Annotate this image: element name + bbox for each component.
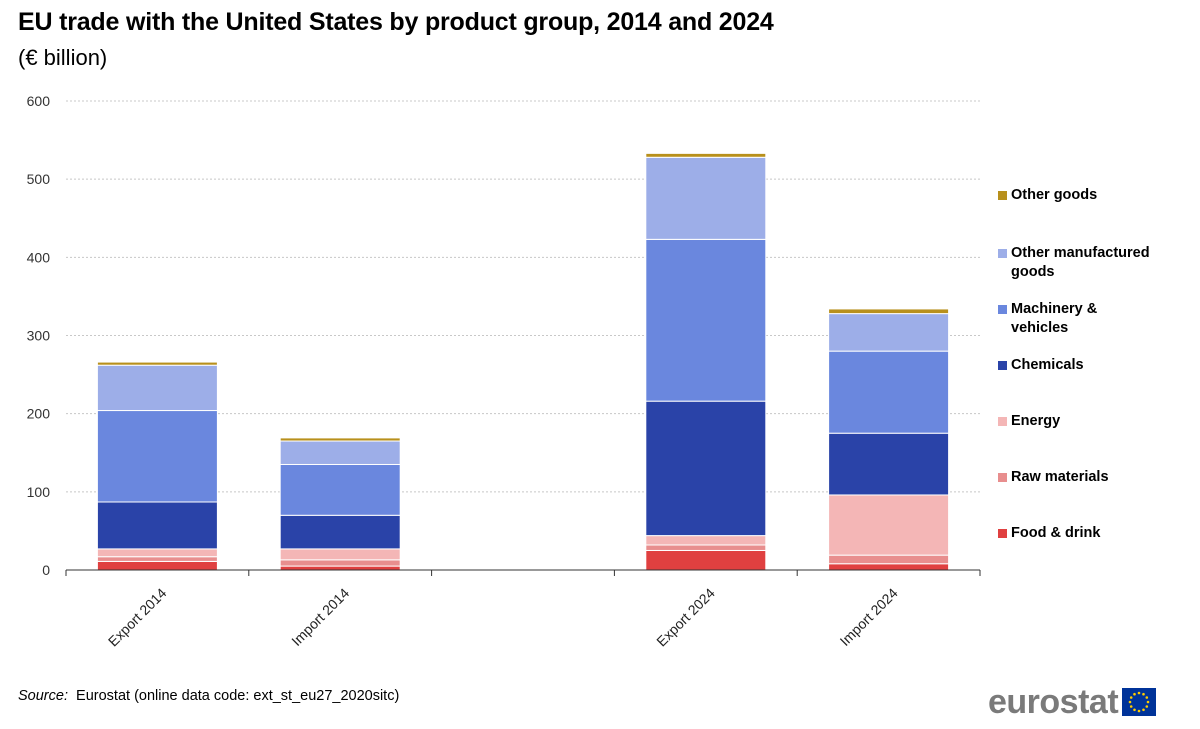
x-tick-label-export-2024: Export 2024 [653,585,718,650]
bar-import-2024-machinery-and-vehicles [828,350,950,434]
legend-label-machinery-vehicles: Machinery & vehicles [1011,301,1098,336]
eurostat-logo-text: eurostat [988,683,1119,721]
bar-import-2014-energy [279,548,401,561]
eu-flag-star [1130,696,1133,699]
legend-label-energy: Energy [1011,413,1061,429]
x-tick-label-export-2014: Export 2014 [105,585,170,650]
legend-label-other-manufactured-goods: Other manufactured goods [1011,245,1150,280]
legend-item-machinery-vehicles: Machinery & vehicles [998,300,1121,338]
legend-item-other-goods: Other goods [998,186,1191,205]
legend-swatch-food-drink [998,529,1007,538]
y-tick-label-0: 0 [42,562,50,578]
bar-import-2014-raw-materials [279,559,401,567]
bar-export-2014-energy [96,548,218,558]
bar-export-2014-raw-materials [96,556,218,562]
legend-item-chemicals: Chemicals [998,356,1191,375]
y-tick-label-300: 300 [27,328,51,344]
eu-flag-star [1133,708,1136,712]
bar-export-2024-chemicals [645,400,767,537]
y-tick-label-600: 600 [27,93,51,109]
bar-import-2024-other-goods [828,308,950,315]
bar-import-2014-other-goods [279,437,401,442]
bar-import-2024-energy [828,494,950,556]
legend-item-energy: Energy [998,412,1191,431]
eu-flag-star [1146,700,1150,704]
chart-subtitle: (€ billion) [18,45,108,70]
eu-flag-star [1128,700,1132,704]
x-tick-label-import-2014: Import 2014 [288,585,352,649]
legend-swatch-other-goods [998,191,1007,200]
legend-swatch-raw-materials [998,473,1007,482]
bar-export-2014-other-goods [96,361,218,366]
bar-import-2024-raw-materials [828,554,950,565]
chart-title: EU trade with the United States by produ… [18,8,774,36]
eurostat-logo: eurostat [988,683,1157,721]
bar-import-2014-machinery-and-vehicles [279,463,401,516]
legend-swatch-chemicals [998,361,1007,370]
legend-label-raw-materials: Raw materials [1011,469,1109,485]
eu-flag-star [1145,696,1149,699]
y-tick-label-200: 200 [27,406,51,422]
legend-label-food-drink: Food & drink [1011,525,1101,541]
bar-import-2024-chemicals [828,432,950,496]
eu-flag-star [1142,692,1145,696]
legend-label-chemicals: Chemicals [1011,357,1084,373]
bar-export-2024-other-goods [645,152,767,158]
bar-export-2024-food-and-drink [645,549,767,571]
eu-flag-star [1145,705,1149,708]
legend-swatch-other-manufactured-goods [998,249,1007,258]
legend-item-other-manufactured-goods: Other manufactured goods [998,244,1186,282]
bar-export-2024-raw-materials [645,544,767,551]
y-tick-label-100: 100 [27,484,51,500]
legend-item-raw-materials: Raw materials [998,468,1191,487]
y-tick-label-500: 500 [27,171,51,187]
bar-import-2024-other-manufactured-goods [828,313,950,352]
bar-export-2014-machinery-and-vehicles [96,410,218,503]
eu-flag-star [1137,691,1141,695]
eu-flag-star [1133,692,1136,696]
bar-export-2024-machinery-and-vehicles [645,238,767,402]
legend-swatch-energy [998,417,1007,426]
y-tick-label-400: 400 [27,249,51,265]
bar-export-2014-chemicals [96,501,218,550]
source-note: Source: Eurostat (online data code: ext_… [18,688,399,704]
legend-label-other-goods: Other goods [1011,187,1098,203]
x-tick-label-import-2024: Import 2024 [837,585,901,649]
bar-export-2024-other-manufactured-goods [645,156,767,240]
source-label: Source: [18,688,68,704]
bar-import-2014-chemicals [279,514,401,550]
bar-import-2014-food-and-drink [279,565,401,571]
bar-import-2014-other-manufactured-goods [279,440,401,465]
bar-export-2014-food-and-drink [96,560,218,571]
legend-swatch-machinery-vehicles [998,305,1007,314]
eu-flag-star [1137,709,1141,713]
eu-flag-star [1130,705,1133,708]
eu-flag-star [1142,708,1145,712]
legend-item-food-drink: Food & drink [998,524,1191,543]
eu-flag-icon [1122,688,1157,716]
bar-export-2014-other-manufactured-goods [96,364,218,412]
bar-import-2024-food-and-drink [828,563,950,571]
bar-export-2024-energy [645,535,767,546]
source-text: Eurostat (online data code: ext_st_eu27_… [76,688,400,704]
